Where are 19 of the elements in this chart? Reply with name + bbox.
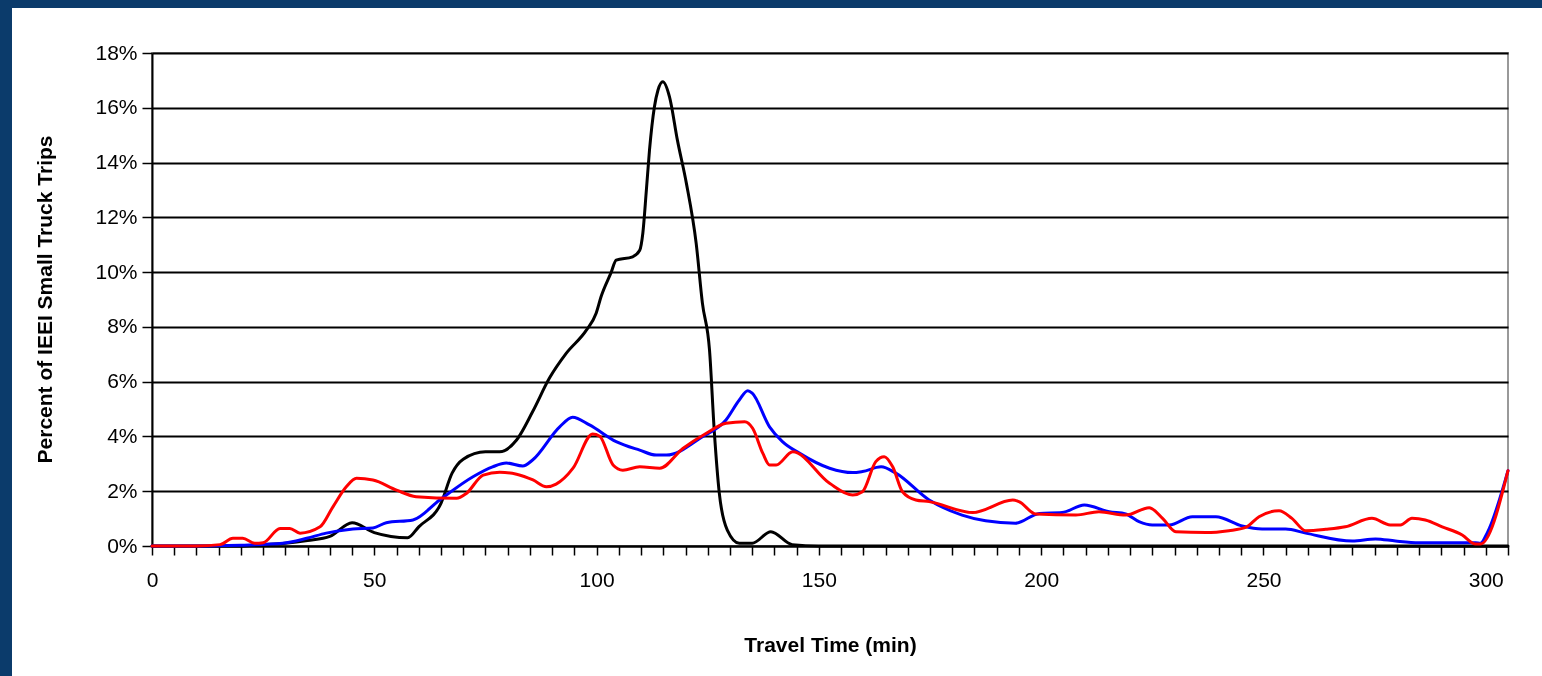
y-axis-title: Percent of IEEI Small Truck Trips (32, 135, 56, 464)
x-tick-label: 100 (579, 567, 615, 591)
y-tick-label: 10% (95, 259, 138, 283)
y-tick-label: 14% (95, 150, 138, 174)
y-tick-label: 2% (107, 478, 138, 502)
y-tick-label: 8% (107, 314, 138, 338)
x-tick-label: 250 (1246, 567, 1282, 591)
y-tick-label: 0% (107, 533, 138, 557)
x-tick-label: 300 (1468, 567, 1504, 591)
y-tick-label: 16% (95, 95, 138, 119)
x-tick-label: 0 (146, 567, 159, 591)
x-tick-label: 150 (801, 567, 837, 591)
y-tick-label: 4% (107, 423, 138, 447)
y-tick-label: 18% (95, 40, 138, 64)
x-axis-title: Travel Time (min) (744, 632, 917, 656)
y-tick-label: 12% (95, 204, 138, 228)
x-tick-label: 200 (1024, 567, 1060, 591)
y-tick-label: 6% (107, 369, 138, 393)
x-tick-label: 50 (363, 567, 387, 591)
